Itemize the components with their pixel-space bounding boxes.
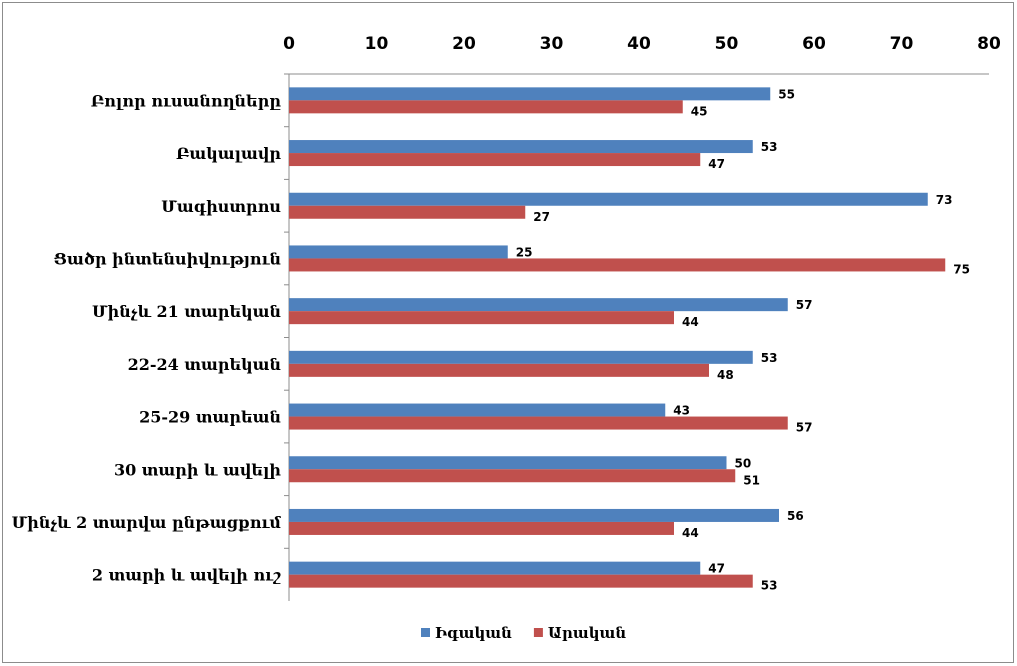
category-label: Բոլոր ուսանողները — [91, 91, 281, 110]
category-label: Ցածր ինտենսիվություն — [54, 249, 281, 268]
category-label: 25-29 տարեան — [139, 408, 281, 427]
data-label: 53 — [761, 579, 778, 593]
data-label: 47 — [708, 157, 725, 171]
data-label: 25 — [516, 245, 533, 259]
x-tick-label: 0 — [283, 34, 295, 54]
bar — [289, 508, 779, 522]
x-tick-label: 20 — [452, 34, 476, 54]
bar — [289, 153, 701, 167]
data-label: 48 — [717, 368, 734, 382]
data-label: 43 — [673, 404, 690, 418]
data-label: 50 — [735, 456, 752, 470]
x-tick-label: 50 — [715, 34, 739, 54]
x-tick-label: 80 — [977, 34, 1001, 54]
legend-swatch — [421, 628, 430, 637]
data-label: 44 — [682, 526, 699, 540]
data-labels: 55 45 53 47 73 27 25 75 57 44 53 48 43 57 50 51 56 44 47 53 — [516, 87, 970, 592]
bar — [289, 456, 727, 470]
x-tick-label: 10 — [365, 34, 389, 54]
data-label: 75 — [953, 262, 970, 276]
bar — [289, 258, 946, 272]
category-label: Բակալավր — [176, 144, 281, 163]
bars — [289, 87, 946, 588]
category-label: 22-24 տարեկան — [128, 355, 281, 374]
data-label: 53 — [761, 351, 778, 365]
bar — [289, 561, 701, 575]
category-label: 2 տարի և ավելի ուշ — [92, 566, 281, 585]
bar — [289, 245, 508, 259]
x-tick-label: 60 — [802, 34, 826, 54]
bar — [289, 363, 709, 377]
data-label: 53 — [761, 140, 778, 154]
category-labels: Բոլոր ուսանողները Բակալավր Մագիստրոս Ցածր ի… — [12, 91, 282, 584]
x-tick-label: 30 — [540, 34, 564, 54]
legend-label: Արական — [548, 624, 626, 642]
x-tick-label: 70 — [890, 34, 914, 54]
bar — [289, 403, 666, 417]
legend: Իգական Արական — [421, 624, 626, 642]
bar — [289, 311, 674, 325]
bar — [289, 205, 526, 219]
bar — [289, 521, 674, 535]
bar — [289, 416, 788, 430]
bar — [289, 469, 736, 483]
category-label: 30 տարի և ավելի — [114, 460, 281, 479]
x-tick-label: 40 — [627, 34, 651, 54]
data-label: 45 — [691, 104, 708, 118]
bar — [289, 574, 753, 588]
data-label: 56 — [787, 509, 804, 523]
data-label: 51 — [743, 473, 760, 487]
data-label: 27 — [533, 210, 550, 224]
bar — [289, 350, 753, 364]
legend-swatch — [533, 628, 543, 637]
data-label: 44 — [682, 315, 699, 329]
category-label: Մինչև 2 տարվա ընթացքում — [12, 513, 282, 532]
legend-label: Իգական — [435, 624, 512, 642]
bar — [289, 87, 771, 101]
bar — [289, 140, 753, 154]
data-label: 73 — [936, 193, 953, 207]
category-label: Մագիստրոս — [161, 197, 281, 216]
bar-chart: 0 10 20 30 40 50 60 70 80 Բոլոր ուսանողները Բակալ… — [12, 34, 1001, 642]
data-label: 57 — [796, 298, 813, 312]
data-label: 57 — [796, 421, 813, 435]
bar — [289, 192, 928, 206]
bar — [289, 298, 788, 312]
category-label: Մինչև 21 տարեկան — [92, 302, 281, 321]
data-label: 47 — [708, 562, 725, 576]
x-axis-tick-labels: 0 10 20 30 40 50 60 70 80 — [283, 34, 1001, 54]
data-label: 55 — [778, 87, 795, 101]
bar — [289, 100, 683, 114]
